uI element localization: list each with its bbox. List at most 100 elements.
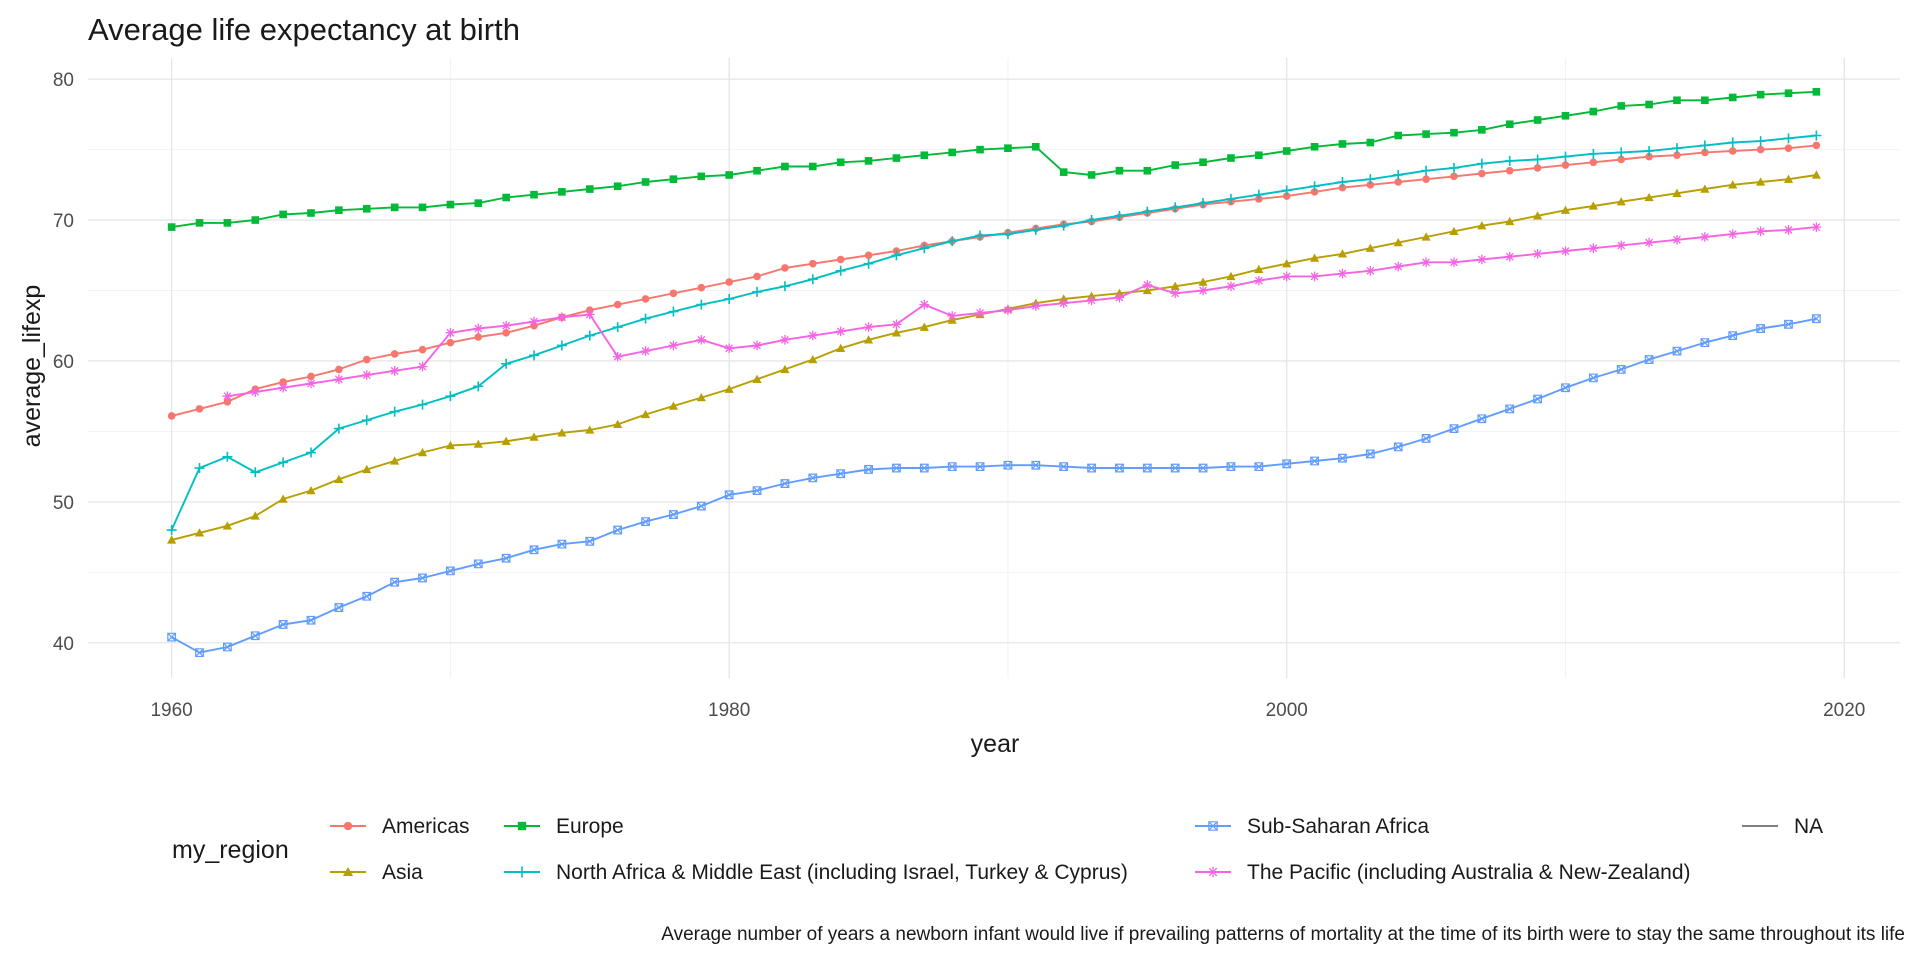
data-point [194,528,205,537]
data-point [919,463,929,473]
data-point [1533,116,1542,124]
data-point [1086,215,1097,226]
y-tick-label: 60 [53,352,74,373]
legend-item: Europe [504,815,624,838]
data-point [585,536,595,546]
data-point [613,182,622,191]
data-point [389,406,400,417]
data-point [278,382,288,393]
legend-label: Asia [382,861,423,884]
data-point [752,486,762,495]
data-point [1142,206,1153,217]
legend-item: North Africa & Middle East (including Is… [504,861,1128,884]
data-point [1281,271,1292,282]
data-point [919,243,930,254]
data-point [417,399,428,410]
data-point [1226,462,1236,472]
legend-label: Sub-Saharan Africa [1247,815,1429,838]
data-point [809,259,817,268]
data-point [529,432,539,441]
series-line [170,134,1817,531]
data-point [1756,324,1766,333]
data-point [1365,265,1376,276]
series-europe [167,88,1821,231]
data-point [1254,264,1264,274]
legend-item: The Pacific (including Australia & New-Z… [1195,861,1691,884]
data-point [1701,148,1709,157]
data-point [1337,249,1348,258]
data-point [640,313,651,324]
data-point [1393,237,1403,247]
data-point [418,573,427,583]
y-tick-label: 70 [53,211,74,232]
data-point [361,370,372,380]
data-point [222,391,233,401]
data-point [1727,229,1738,239]
data-point [1672,234,1682,245]
legend-title: my_region [172,836,289,864]
data-point [1282,147,1291,155]
data-point [1756,90,1765,99]
data-point [1225,193,1236,204]
data-point [807,274,818,285]
data-point [864,251,873,260]
data-point [334,374,344,385]
data-point [250,387,261,397]
data-point [947,236,958,247]
data-point [1143,166,1152,175]
data-point [891,250,902,261]
data-point [808,473,818,483]
data-point [1170,463,1180,473]
series-sub-saharan-africa [167,314,1821,658]
data-point [250,467,261,478]
x-tick-label: 1980 [708,700,750,721]
data-point [1673,151,1681,160]
data-point [891,328,902,337]
data-point [529,316,539,327]
data-point [1561,161,1570,169]
data-point [1004,144,1012,152]
data-point [836,158,845,167]
data-point [166,525,177,536]
series-the-pacific-including-australia-new-zealand [222,222,1822,401]
data-point [1477,254,1487,265]
data-point [1478,169,1486,178]
data-point [668,401,679,410]
data-point [390,203,399,212]
y-axis-title: average_lifexp [18,285,46,448]
data-point [446,566,455,576]
data-point [640,409,651,419]
data-point [501,553,511,563]
data-point [306,447,317,458]
data-point [278,620,288,629]
data-point [1309,181,1320,192]
data-point [1338,140,1347,148]
data-point [1700,232,1710,242]
data-point [389,366,400,376]
data-point [278,494,288,503]
data-point [1115,463,1124,473]
data-point [557,428,567,437]
data-point [516,866,528,878]
data-point [1450,172,1458,181]
data-point [696,335,707,345]
data-point [473,381,484,392]
data-point [1142,285,1152,295]
data-point [1366,138,1375,147]
data-point [222,521,232,530]
data-point [1616,240,1627,251]
data-point [1616,147,1627,158]
data-point [1393,169,1404,180]
series-line [227,226,1817,398]
data-point [1310,456,1319,466]
data-point [1310,188,1319,196]
series-layer [166,88,1822,658]
data-point [1253,189,1264,200]
data-point [1281,185,1292,196]
data-point [1784,144,1793,152]
data-point [1255,151,1263,160]
data-point [1449,226,1459,235]
data-point [696,501,706,511]
data-point [501,320,511,331]
